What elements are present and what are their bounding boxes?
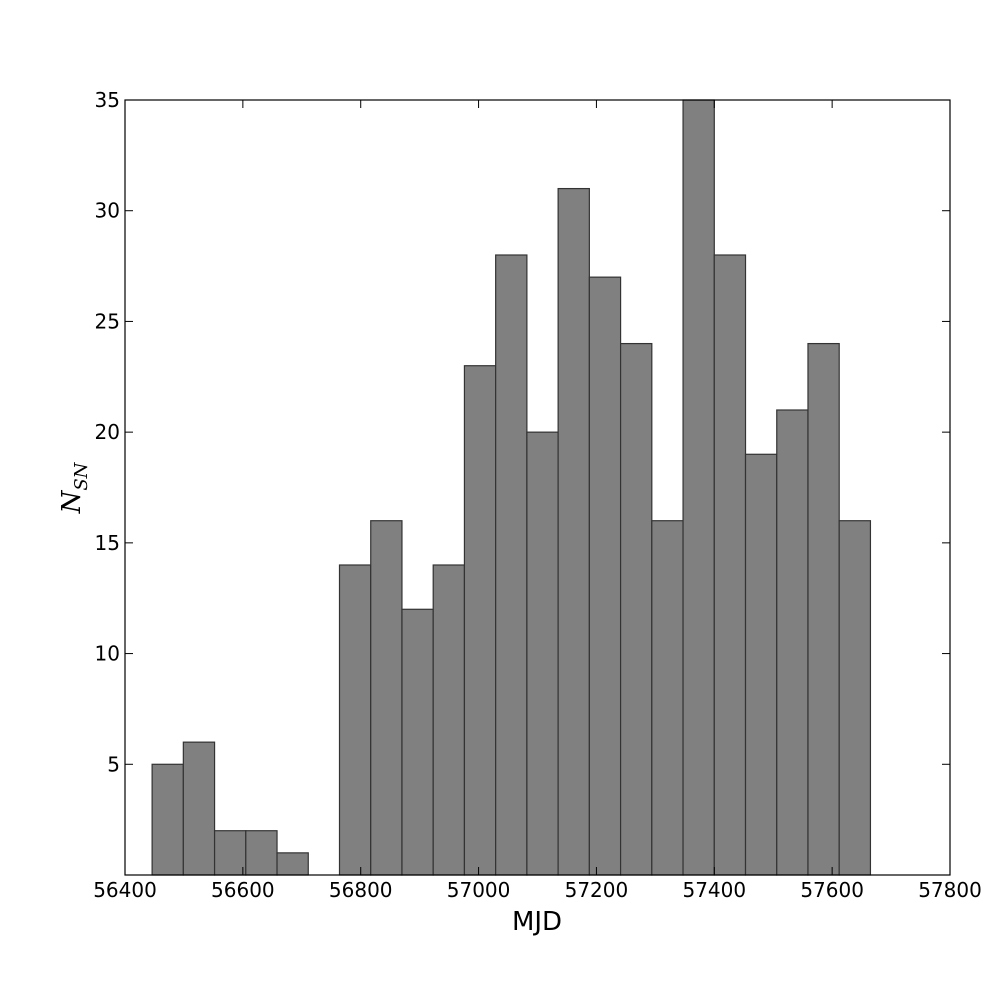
x-tick-label-4: 57200 bbox=[565, 878, 629, 902]
histogram-bar-2 bbox=[213, 830, 247, 876]
histogram-bar-16 bbox=[651, 520, 684, 876]
histogram-bar-13 bbox=[557, 187, 590, 876]
histogram-bar-9 bbox=[432, 564, 466, 876]
x-axis-title: MJD bbox=[512, 907, 562, 937]
x-tick-label-6: 57600 bbox=[800, 878, 864, 902]
histogram-bar-20 bbox=[776, 409, 809, 876]
bars-group bbox=[151, 99, 872, 876]
x-tick-label-7: 57800 bbox=[918, 878, 982, 902]
histogram-bar-6 bbox=[338, 564, 372, 876]
x-tick-label-3: 57000 bbox=[447, 878, 511, 902]
histogram-bar-7 bbox=[370, 520, 403, 876]
y-axis-title-main: N bbox=[57, 489, 87, 514]
plot-frame bbox=[124, 99, 951, 876]
histogram-bar-18 bbox=[713, 254, 747, 876]
y-tick-label-5: 30 bbox=[95, 199, 120, 223]
y-tick-label-3: 20 bbox=[95, 420, 120, 444]
histogram-bar-19 bbox=[744, 453, 778, 876]
histogram-bar-3 bbox=[245, 830, 278, 876]
histogram-bar-8 bbox=[401, 608, 434, 876]
y-axis-title: NSN bbox=[57, 461, 92, 514]
x-tick-label-1: 56600 bbox=[211, 878, 275, 902]
x-tick-label-0: 56400 bbox=[93, 878, 157, 902]
histogram-bar-0 bbox=[151, 763, 184, 876]
x-tick-label-2: 56800 bbox=[329, 878, 393, 902]
y-axis-title-subscript: SN bbox=[71, 461, 92, 490]
y-tick-label-4: 25 bbox=[95, 309, 120, 333]
histogram-bar-12 bbox=[526, 431, 559, 876]
y-tick-label-6: 35 bbox=[95, 88, 120, 112]
y-tick-label-0: 5 bbox=[107, 752, 120, 776]
histogram-bar-1 bbox=[182, 741, 216, 876]
histogram-bar-11 bbox=[495, 254, 528, 876]
y-tick-label-2: 15 bbox=[95, 531, 120, 555]
histogram-bar-21 bbox=[807, 342, 840, 876]
histogram-bar-17 bbox=[682, 99, 715, 876]
histogram-bar-22 bbox=[838, 520, 872, 876]
histogram-bar-14 bbox=[588, 276, 622, 876]
histogram-bar-15 bbox=[619, 342, 653, 876]
y-tick-labels: 5 10 15 20 25 30 35 bbox=[95, 88, 120, 776]
ticks-group bbox=[124, 99, 951, 875]
y-tick-label-1: 10 bbox=[95, 642, 120, 666]
x-tick-labels: 56400 56600 56800 57000 57200 57400 57600 57800 bbox=[93, 878, 982, 902]
histogram-bar-4 bbox=[276, 852, 309, 876]
histogram-bar-10 bbox=[463, 365, 497, 876]
x-tick-label-5: 57400 bbox=[682, 878, 746, 902]
